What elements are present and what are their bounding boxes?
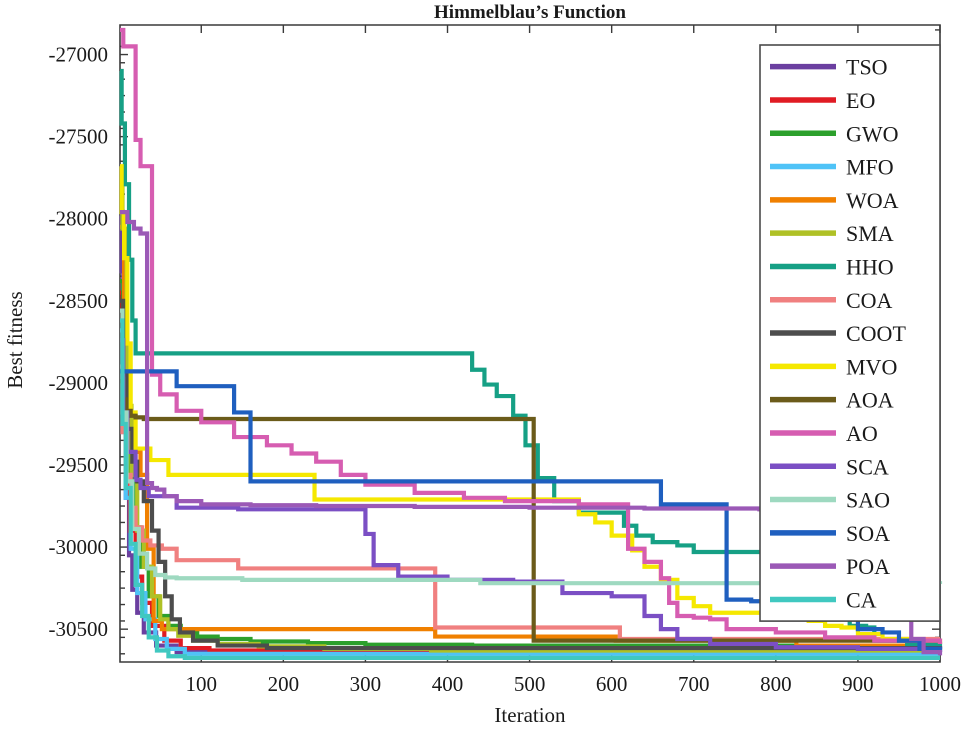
legend-label-mvo: MVO [846, 354, 897, 379]
x-tick-label: 100 [186, 672, 218, 696]
x-axis-ticks: 100 200 300 400 500 600 700 800 900 1000 [186, 25, 961, 696]
legend-label-eo: EO [846, 88, 875, 113]
y-tick-label: -28000 [49, 207, 109, 231]
y-tick-label: -30500 [49, 617, 109, 641]
y-tick-label: -27500 [49, 125, 109, 149]
x-tick-label: 700 [678, 672, 710, 696]
x-tick-label: 900 [842, 672, 874, 696]
legend-label-sma: SMA [846, 221, 894, 246]
series-line-coot [120, 298, 943, 651]
legend-label-ca: CA [846, 587, 877, 612]
x-tick-label: 300 [350, 672, 382, 696]
legend-label-mfo: MFO [846, 155, 894, 180]
series-line-mvo [119, 164, 943, 644]
legend-label-sao: SAO [846, 488, 890, 513]
legend-label-woa: WOA [846, 188, 899, 213]
legend-label-coa: COA [846, 288, 893, 313]
x-tick-label: 200 [268, 672, 300, 696]
series-line-sca [120, 338, 943, 653]
series-line-ca [120, 318, 940, 660]
x-tick-label: 1000 [919, 672, 961, 696]
y-tick-label: -28500 [49, 289, 109, 313]
x-tick-label: 600 [596, 672, 628, 696]
chart-legend: TSO EO GWO MFO WOA SMA HHO COA COOT MVO AOA AO SCA SA… [759, 44, 941, 622]
legend-label-ao: AO [846, 421, 878, 446]
legend-label-soa: SOA [846, 521, 890, 546]
legend-label-aoa: AOA [846, 388, 894, 413]
legend-label-hho: HHO [846, 254, 894, 279]
y-tick-label: -29000 [49, 371, 109, 395]
series-line-soa [120, 369, 943, 653]
x-tick-label: 400 [432, 672, 464, 696]
x-tick-label: 500 [514, 672, 546, 696]
x-tick-label: 800 [760, 672, 792, 696]
y-tick-label: -30000 [49, 535, 109, 559]
legend-label-gwo: GWO [846, 121, 899, 146]
legend-label-coot: COOT [846, 321, 906, 346]
x-axis-label: Iteration [494, 703, 566, 727]
legend-label-sca: SCA [846, 454, 889, 479]
legend-label-poa: POA [846, 554, 890, 579]
chart-title: Himmelblau’s Function [434, 2, 626, 23]
y-tick-label: -27000 [49, 43, 109, 67]
y-tick-label: -29500 [49, 453, 109, 477]
series-line-ao [120, 27, 943, 644]
y-axis-label: Best fitness [3, 291, 27, 388]
legend-label-tso: TSO [846, 55, 888, 80]
